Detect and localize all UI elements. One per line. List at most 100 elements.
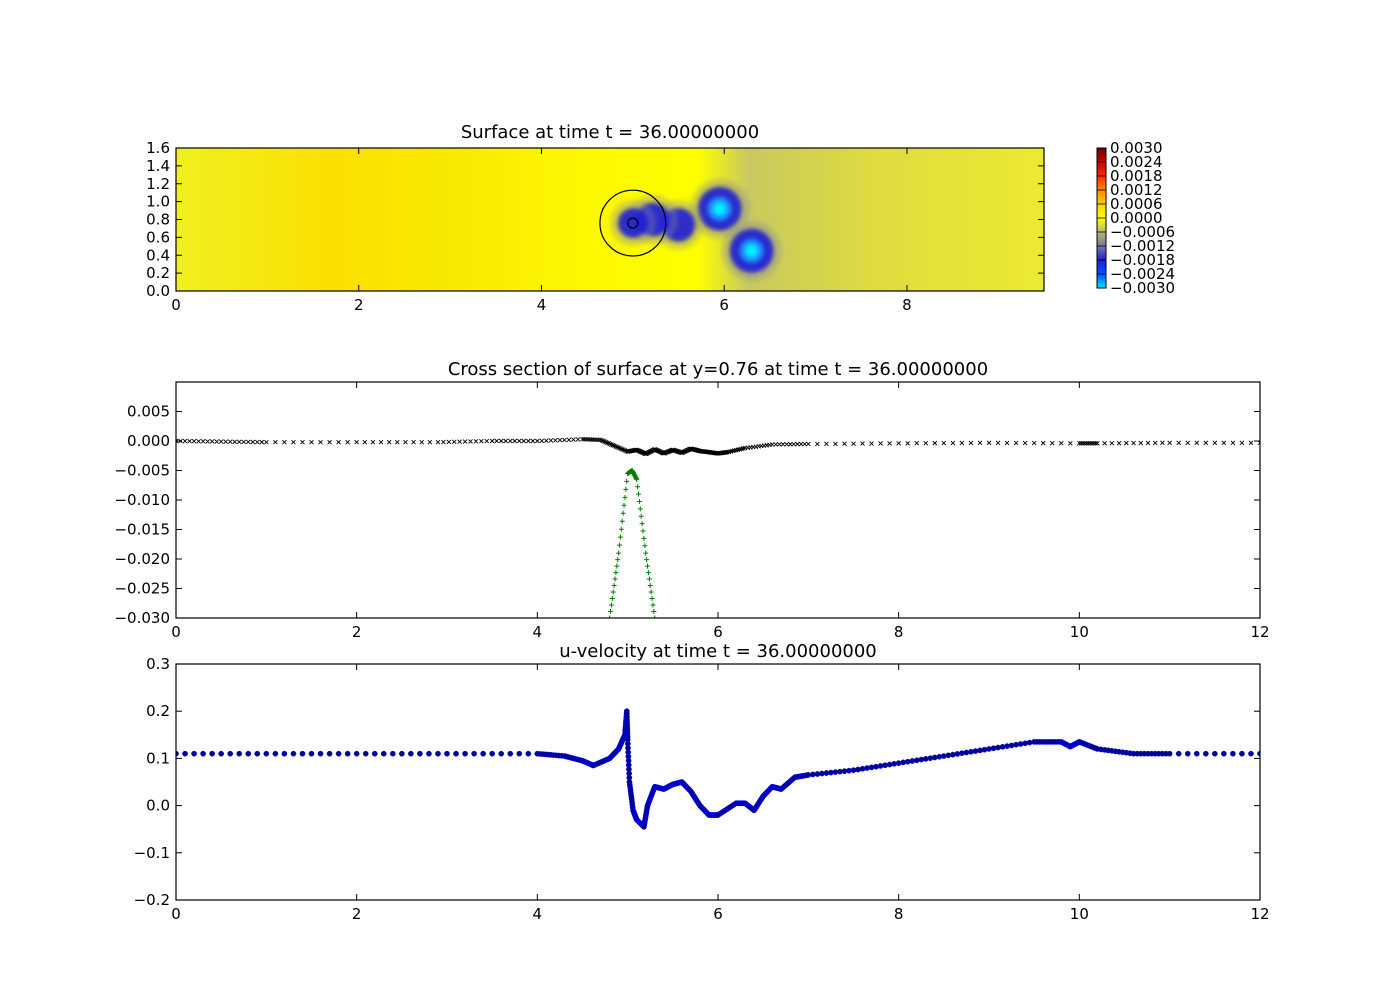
cross-section-point bbox=[1022, 440, 1028, 446]
cross-section-point bbox=[622, 448, 628, 453]
cross-section-point bbox=[457, 439, 462, 445]
u-velocity-point bbox=[344, 750, 351, 757]
cross-section-x-ticks: 0 2 4 6 8 10 12 bbox=[171, 382, 1270, 641]
colorbar-tick-label: −0.0006 bbox=[1110, 223, 1175, 241]
cross-section-point bbox=[1082, 441, 1088, 446]
u-velocity-point bbox=[182, 750, 188, 757]
u-velocity-point bbox=[380, 750, 387, 757]
cross-section-point bbox=[1086, 441, 1091, 446]
cross-section-point bbox=[503, 438, 509, 444]
u-velocity-axes-frame bbox=[175, 663, 1261, 901]
surface-object-center bbox=[627, 217, 639, 229]
u-velocity-panel: u-velocity at time t = 36.00000000 0 2 4 6 8… bbox=[134, 641, 1270, 923]
cross-section-point bbox=[599, 438, 605, 443]
surface-y-tick-label: 0.8 bbox=[146, 211, 170, 229]
cross-section-point bbox=[580, 436, 585, 442]
cross-section-point bbox=[446, 439, 452, 445]
u-velocity-point bbox=[176, 750, 179, 757]
cross-section-point bbox=[648, 589, 654, 595]
cross-section-point bbox=[609, 442, 614, 447]
colorbar-tick-label: 0.0018 bbox=[1110, 167, 1163, 185]
cross-section-point bbox=[620, 510, 626, 516]
cross-section-point bbox=[780, 442, 786, 447]
cross-section-point bbox=[592, 437, 598, 442]
cross-section-point bbox=[643, 550, 649, 556]
surface-x-tick-label: 6 bbox=[719, 296, 729, 314]
surface-y-tick-label: 1.0 bbox=[146, 193, 170, 211]
u-velocity-y-tick-label: −0.1 bbox=[134, 844, 170, 862]
cross-section-title: Cross section of surface at y=0.76 at ti… bbox=[448, 359, 988, 380]
colorbar-tick-label: 0.0024 bbox=[1110, 153, 1163, 171]
cross-section-point bbox=[1080, 441, 1086, 446]
surface-background bbox=[176, 148, 1044, 291]
cross-section-point bbox=[1077, 441, 1082, 446]
surface-x-ticks: 0 2 4 6 8 bbox=[171, 148, 912, 314]
cross-section-point bbox=[435, 439, 441, 445]
cross-section-point bbox=[1248, 440, 1254, 446]
cross-section-point bbox=[773, 442, 779, 447]
cross-section-point bbox=[1185, 440, 1191, 446]
cross-section-point bbox=[191, 438, 197, 444]
u-velocity-x-tick-label: 10 bbox=[1070, 905, 1089, 923]
u-velocity-point bbox=[263, 750, 270, 757]
cross-section-point bbox=[205, 439, 210, 444]
cross-section-point bbox=[646, 576, 652, 582]
colorbar-tick-label: −0.0030 bbox=[1110, 279, 1175, 297]
cross-section-point bbox=[1123, 440, 1129, 446]
cross-section-point bbox=[1109, 440, 1115, 446]
cross-section-point bbox=[498, 438, 504, 444]
cross-section-data bbox=[176, 436, 1260, 618]
u-velocity-point bbox=[362, 750, 369, 757]
u-velocity-point bbox=[299, 750, 306, 757]
cross-section-point bbox=[441, 439, 446, 445]
cross-section-point bbox=[617, 534, 623, 540]
u-velocity-point bbox=[1175, 750, 1182, 757]
cross-section-point bbox=[575, 437, 581, 442]
u-velocity-y-ticks: 0.3 0.2 0.1 0.0 −0.1 −0.2 bbox=[134, 655, 1260, 909]
cross-section-point bbox=[516, 438, 522, 444]
cross-section-point bbox=[1084, 441, 1089, 446]
cross-section-point bbox=[1089, 441, 1095, 446]
cross-section-point bbox=[535, 438, 540, 444]
cross-section-point bbox=[640, 528, 646, 534]
cross-section-point bbox=[345, 439, 350, 445]
u-velocity-point bbox=[1211, 750, 1218, 757]
cross-section-point bbox=[621, 502, 627, 508]
cross-section-point bbox=[617, 542, 623, 548]
cross-section-point bbox=[905, 440, 911, 446]
u-velocity-x-tick-label: 2 bbox=[352, 905, 362, 923]
u-velocity-point bbox=[317, 750, 324, 757]
cross-section-point bbox=[378, 439, 384, 445]
cross-section-point bbox=[1145, 440, 1151, 446]
u-velocity-point bbox=[335, 750, 342, 757]
cross-section-point bbox=[411, 439, 416, 445]
cross-section-point bbox=[241, 439, 247, 445]
u-velocity-y-tick-label: 0.2 bbox=[146, 702, 170, 720]
cross-section-y-tick-label: −0.010 bbox=[114, 491, 170, 509]
cross-section-point bbox=[644, 557, 650, 563]
cross-section-point bbox=[583, 437, 589, 442]
cross-section-point bbox=[1138, 440, 1144, 446]
u-velocity-x-tick-label: 0 bbox=[171, 905, 181, 923]
cross-section-point bbox=[622, 494, 628, 500]
cross-section-panel: Cross section of surface at y=0.76 at ti… bbox=[114, 359, 1269, 641]
surface-y-tick-label: 0.6 bbox=[146, 228, 170, 246]
cross-section-point bbox=[1095, 441, 1100, 446]
cross-section-point bbox=[613, 570, 619, 576]
cross-section-point bbox=[1203, 440, 1209, 446]
cross-section-point bbox=[386, 439, 392, 445]
cross-section-point bbox=[1078, 441, 1084, 446]
cross-section-point bbox=[370, 439, 376, 445]
cross-section-point bbox=[196, 438, 201, 444]
cross-section-point bbox=[642, 543, 648, 549]
u-velocity-point bbox=[326, 750, 333, 757]
cross-section-point bbox=[617, 445, 622, 451]
cross-section-point bbox=[566, 437, 572, 443]
cross-section-point bbox=[1116, 440, 1122, 446]
surface-y-ticks: 0.00.20.40.60.81.01.21.41.6 bbox=[146, 139, 1044, 300]
cross-section-point bbox=[860, 441, 865, 446]
cross-section-point bbox=[484, 438, 490, 444]
cross-section-point bbox=[608, 602, 614, 608]
cross-section-point bbox=[236, 439, 242, 445]
cross-section-point bbox=[615, 445, 621, 450]
